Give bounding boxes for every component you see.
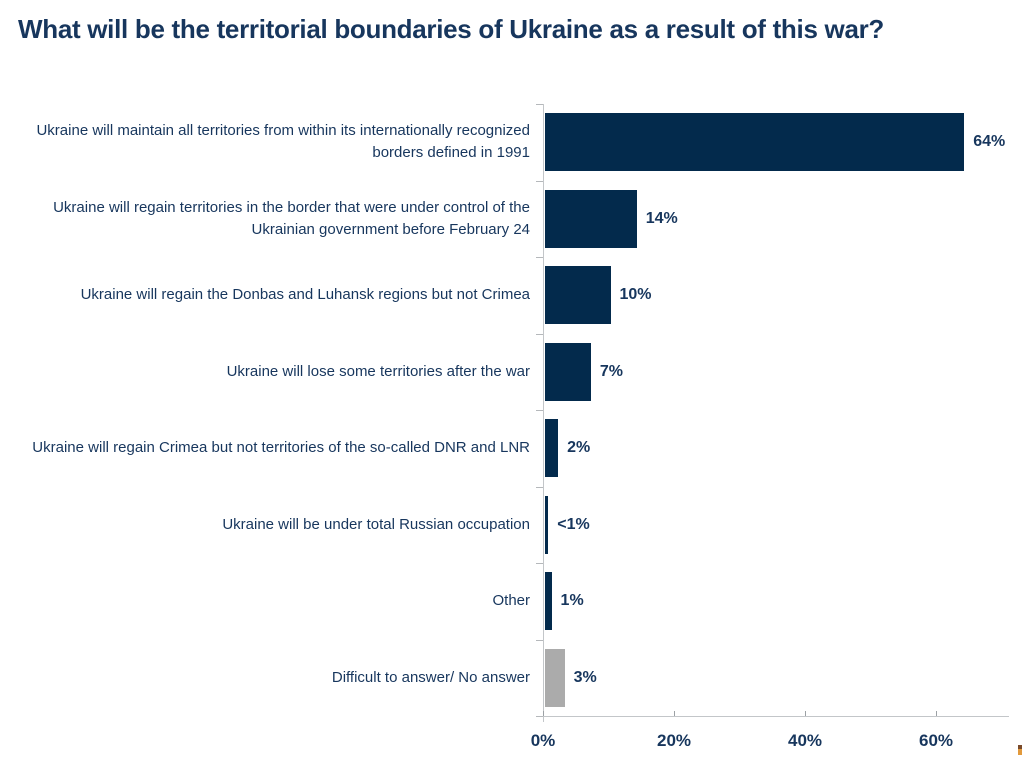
- bar: [545, 648, 565, 707]
- x-axis-tick-label: 60%: [918, 731, 954, 750]
- bar: [545, 113, 965, 172]
- value-label: 1%: [560, 592, 584, 610]
- bar: [545, 495, 549, 554]
- y-axis-tick: [536, 716, 543, 717]
- x-axis-line: [543, 716, 1009, 717]
- value-label: <1%: [557, 515, 590, 533]
- y-axis-tick: [536, 333, 543, 335]
- chart-title: What will be the territorial boundaries …: [18, 14, 885, 44]
- bar: [545, 189, 637, 248]
- y-axis-tick: [536, 257, 543, 258]
- x-axis-tick-label: 40%: [787, 731, 823, 750]
- y-axis-tick: [536, 563, 543, 564]
- value-label: 7%: [599, 362, 623, 380]
- x-axis-tick-label: 0%: [530, 731, 556, 750]
- category-label: Other: [492, 592, 530, 610]
- y-axis-tick: [536, 639, 543, 641]
- value-label: 64%: [973, 133, 1006, 151]
- logo-fragment-bottom: [1018, 749, 1022, 755]
- y-axis-tick: [536, 180, 543, 182]
- category-label: Ukraine will lose some territories after…: [226, 362, 530, 380]
- value-label: 3%: [573, 668, 597, 686]
- category-label: Ukraine will regain territories in the b…: [53, 198, 530, 238]
- y-axis-line: [543, 104, 544, 722]
- y-axis-tick: [536, 410, 543, 411]
- value-label: 2%: [567, 439, 591, 457]
- logo-fragment: [1018, 745, 1022, 755]
- logo-fragment-top: [1018, 745, 1022, 749]
- value-label: 10%: [619, 286, 652, 304]
- category-label: Ukraine will maintain all territories fr…: [36, 122, 530, 162]
- bar: [545, 266, 611, 325]
- y-axis-tick: [536, 104, 543, 105]
- value-label: 14%: [645, 209, 678, 227]
- x-axis-tick: [674, 711, 675, 716]
- x-axis-tick-label: 20%: [656, 731, 692, 750]
- x-axis-tick: [543, 711, 544, 716]
- x-axis-tick: [805, 711, 806, 716]
- y-axis-tick: [536, 486, 543, 488]
- category-label: Ukraine will be under total Russian occu…: [222, 515, 530, 533]
- bar: [545, 572, 552, 631]
- x-axis-tick: [936, 711, 937, 716]
- category-label: Ukraine will regain the Donbas and Luhan…: [80, 286, 530, 304]
- category-label: Ukraine will regain Crimea but not terri…: [32, 439, 530, 457]
- bar: [545, 342, 591, 401]
- bar: [545, 419, 559, 478]
- category-label: Difficult to answer/ No answer: [331, 668, 530, 686]
